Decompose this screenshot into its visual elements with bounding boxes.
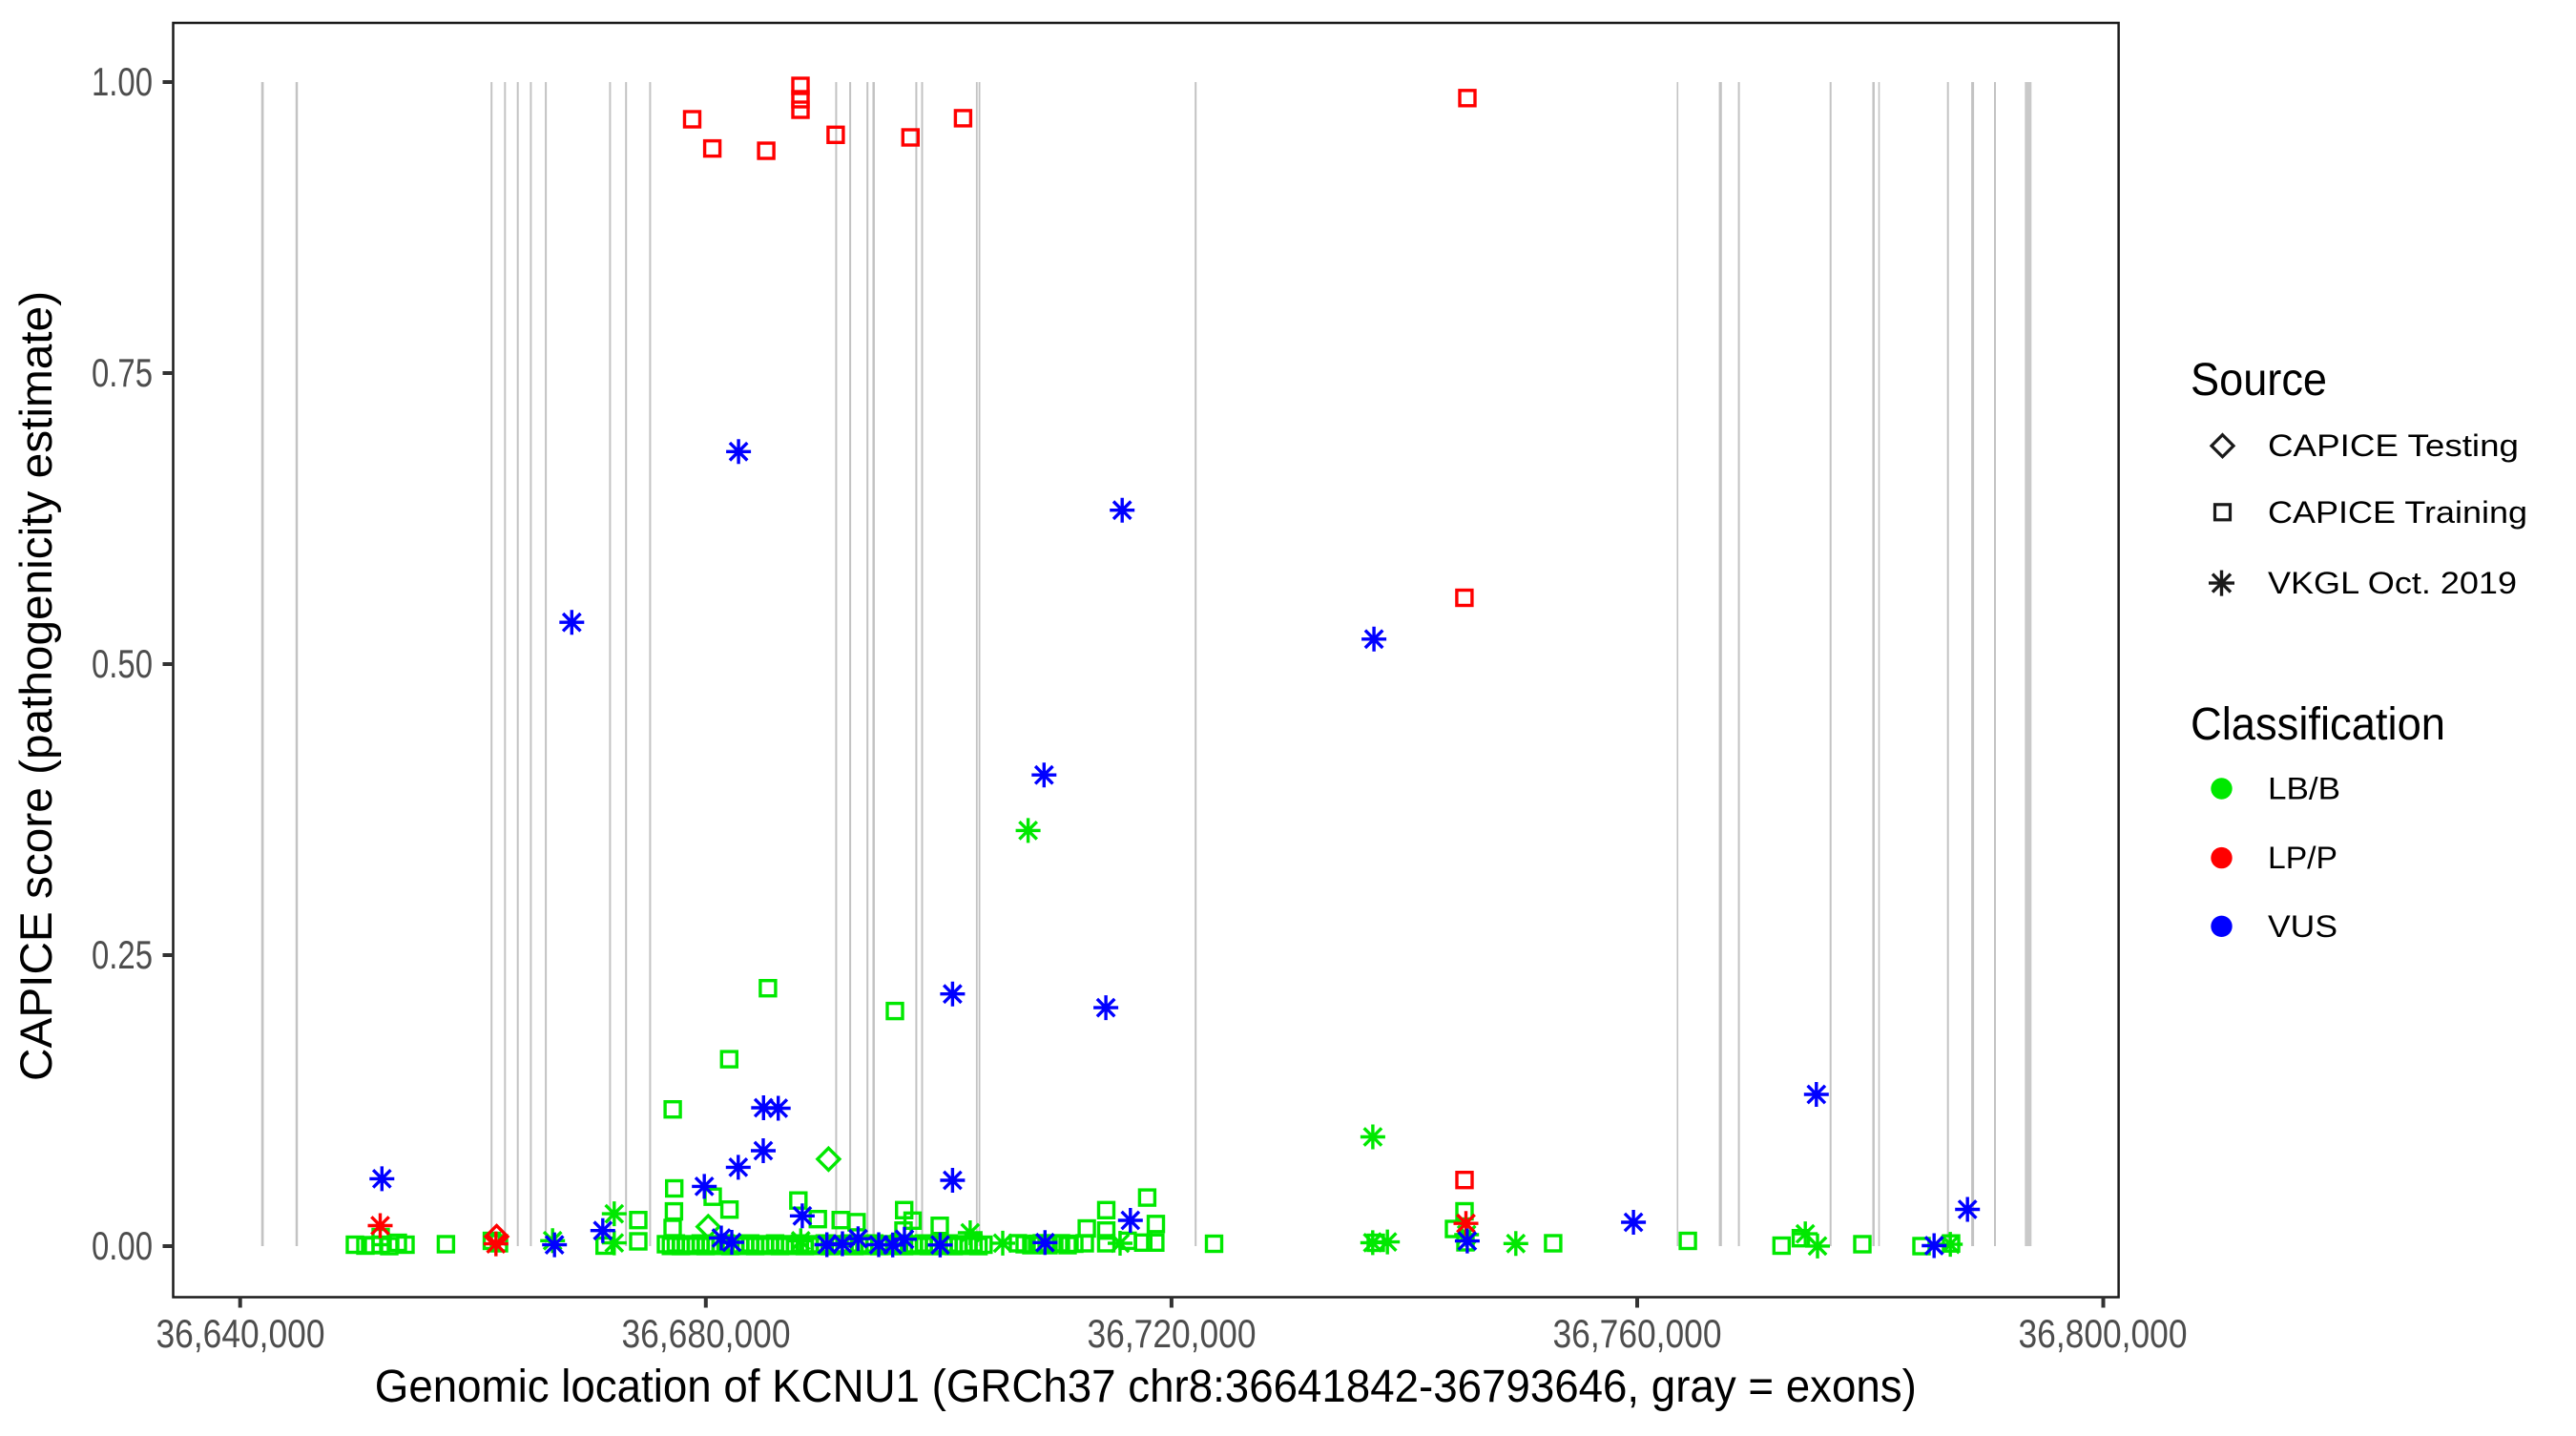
svg-text:0.50: 0.50 (92, 641, 153, 686)
svg-text:Classification: Classification (2191, 699, 2445, 750)
svg-text:36,640,000: 36,640,000 (156, 1311, 325, 1356)
svg-text:36,720,000: 36,720,000 (1088, 1311, 1257, 1356)
svg-text:36,680,000: 36,680,000 (622, 1311, 791, 1356)
svg-text:Genomic location of KCNU1 (GRC: Genomic location of KCNU1 (GRCh37 chr8:3… (375, 1362, 1917, 1412)
svg-text:LB/B: LB/B (2268, 772, 2340, 806)
svg-text:0.75: 0.75 (92, 350, 153, 395)
svg-text:0.00: 0.00 (92, 1223, 153, 1268)
svg-text:1.00: 1.00 (92, 59, 153, 104)
svg-text:VKGL Oct. 2019: VKGL Oct. 2019 (2268, 566, 2517, 600)
svg-text:36,800,000: 36,800,000 (2019, 1311, 2188, 1356)
svg-text:CAPICE Training: CAPICE Training (2268, 495, 2527, 530)
svg-text:0.25: 0.25 (92, 932, 153, 977)
svg-text:LP/P: LP/P (2268, 841, 2337, 875)
svg-text:Source: Source (2191, 355, 2327, 406)
svg-text:CAPICE score (pathogenicity es: CAPICE score (pathogenicity estimate) (10, 291, 61, 1081)
svg-text:VUS: VUS (2268, 909, 2337, 944)
svg-text:36,760,000: 36,760,000 (1553, 1311, 1722, 1356)
svg-text:CAPICE Testing: CAPICE Testing (2268, 428, 2519, 463)
